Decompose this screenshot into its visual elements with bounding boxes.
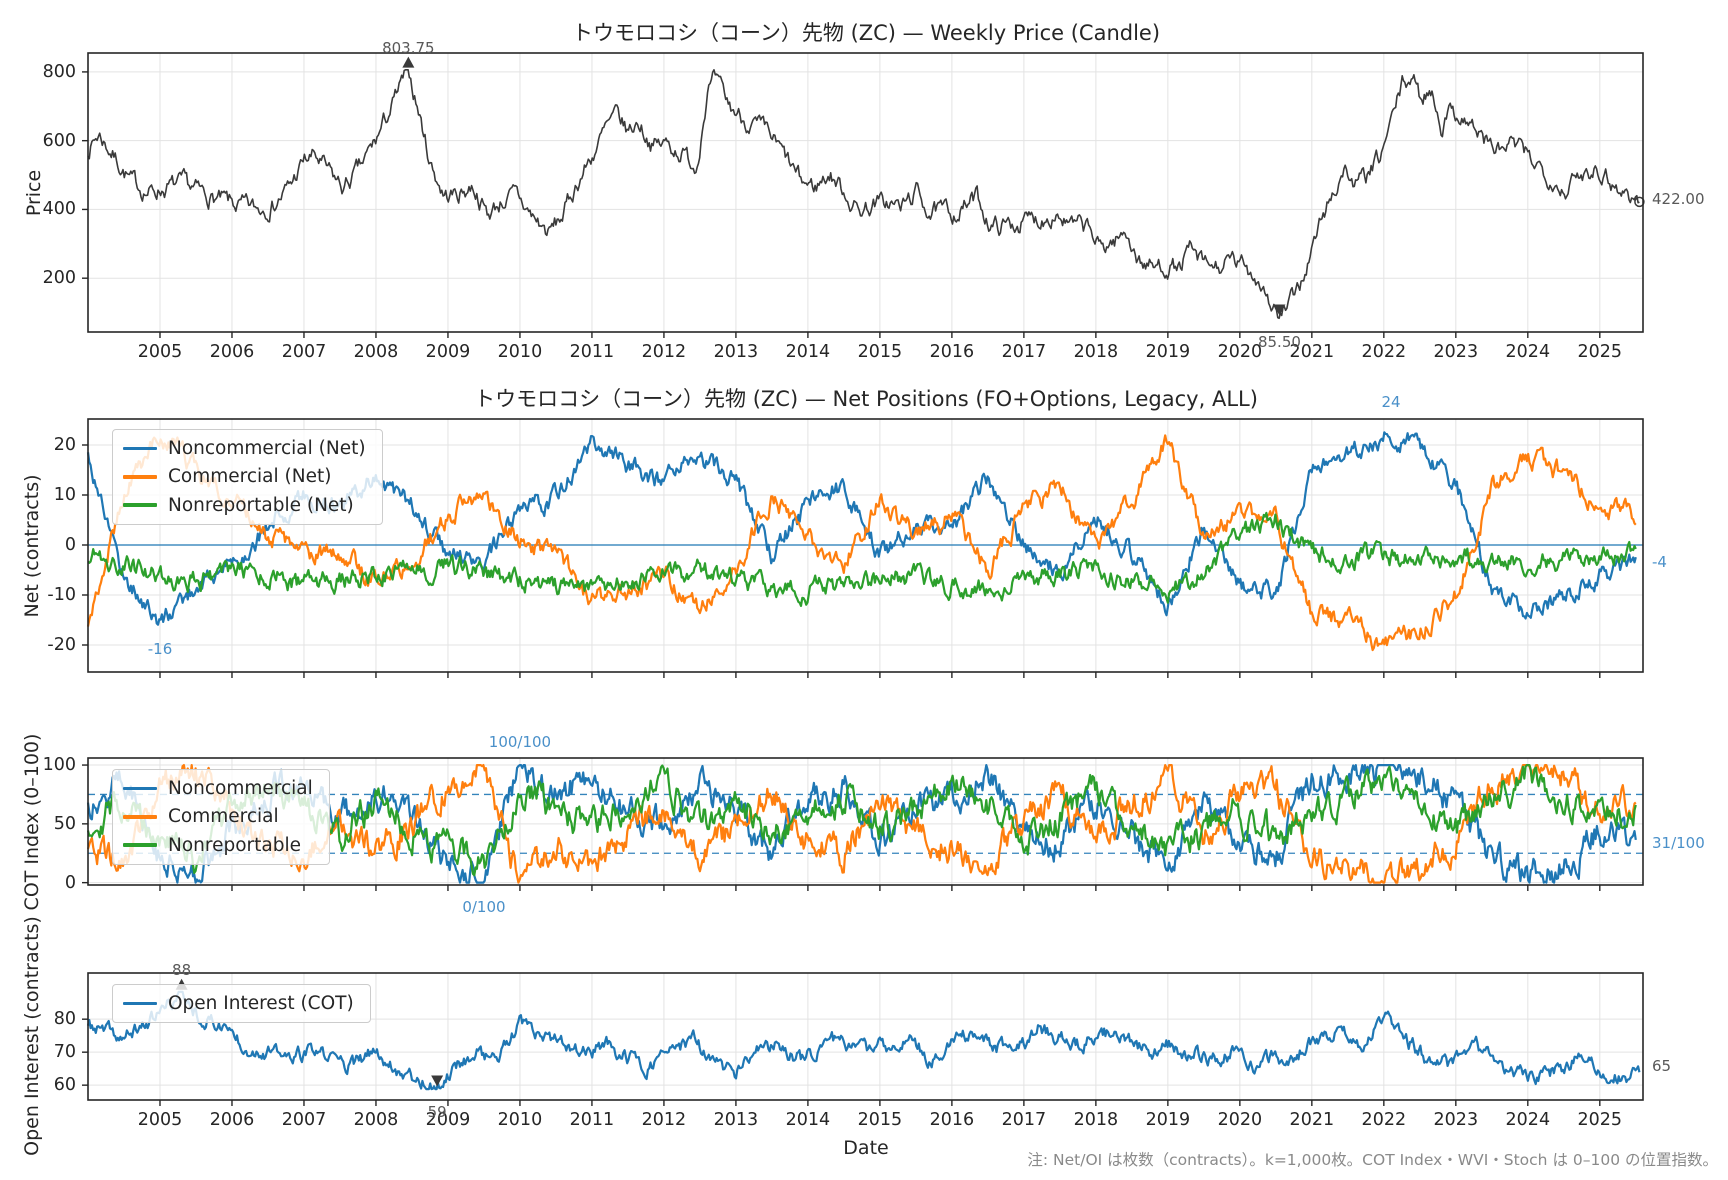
panel-2 xyxy=(82,418,1644,678)
series-line-open-interest-cot- xyxy=(86,990,1641,1091)
panel1-title: トウモロコシ（コーン）先物 (ZC) — Weekly Price (Candl… xyxy=(571,21,1161,45)
plot-border xyxy=(87,52,1644,333)
trough-marker-down xyxy=(1273,304,1286,316)
panel3-ylabel: COT Index (0–100) xyxy=(21,733,43,911)
plot-border xyxy=(87,972,1644,1101)
panel4-ylabel: Open Interest (contracts) xyxy=(21,916,43,1156)
series-line-nonreportable-net- xyxy=(87,511,1637,607)
panel-1 xyxy=(82,52,1645,338)
panel2-title: トウモロコシ（コーン）先物 (ZC) — Net Positions (FO+O… xyxy=(474,387,1258,411)
plot-border xyxy=(87,757,1644,886)
last-price-dot xyxy=(1634,196,1645,208)
series-line-price xyxy=(87,69,1640,320)
peak-marker-up xyxy=(175,978,188,990)
peak-marker-up xyxy=(402,56,415,68)
panel2-ylabel: Net (contracts) xyxy=(21,474,43,618)
panel1-ylabel: Price xyxy=(23,169,45,217)
footnote: 注: Net/OI は枚数（contracts）。k=1,000枚。COT In… xyxy=(1027,1151,1718,1169)
series-line-commercial-net- xyxy=(86,434,1637,652)
x-axis-label: Date xyxy=(843,1137,889,1159)
series-line-nonreportable xyxy=(86,764,1637,877)
trough-marker-down xyxy=(431,1075,444,1087)
panel-3 xyxy=(82,757,1644,891)
series-line-noncommercial-net- xyxy=(86,431,1637,626)
panel-4 xyxy=(82,972,1644,1106)
